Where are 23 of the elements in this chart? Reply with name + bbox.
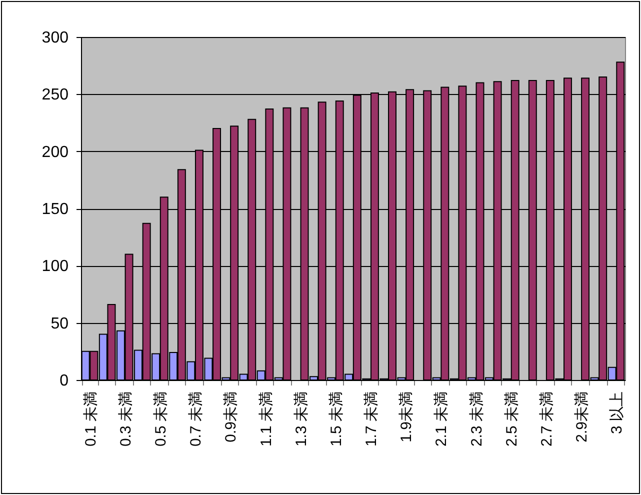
x-tick-label: 0.5 未満 <box>152 392 170 447</box>
x-tick-label: 3 以上 <box>608 392 626 434</box>
y-tick-label: 300 <box>42 30 69 46</box>
x-tick-label: 1.5 未満 <box>328 392 345 447</box>
x-tick-label: 0.3 未満 <box>117 392 134 447</box>
x-tick-label: 1.7 未満 <box>363 392 380 447</box>
x-tick-label: 1.1 未満 <box>258 392 275 447</box>
y-tick-label: 200 <box>42 144 69 161</box>
x-tick-label: 1.9未満 <box>398 392 416 442</box>
x-tick-label: 0.7 未満 <box>188 392 205 447</box>
x-tick-label: 1.3 未満 <box>292 392 310 447</box>
x-tick-label: 0.9未満 <box>222 392 240 442</box>
x-tick-label: 0.1 未満 <box>82 392 100 447</box>
x-tick-label: 2.7 未満 <box>538 392 556 447</box>
y-tick-label: 250 <box>42 86 69 104</box>
x-tick-label: 2.3 未満 <box>468 392 486 447</box>
y-tick-label: 150 <box>42 201 69 218</box>
x-tick-label: 2.1 未満 <box>433 392 450 447</box>
y-tick-label: 0 <box>60 372 69 390</box>
x-tick-label: 2.9未満 <box>574 392 591 442</box>
x-tick-label: 2.5 未満 <box>503 392 520 447</box>
y-tick-label: 100 <box>42 258 69 276</box>
y-tick-label: 50 <box>50 315 69 332</box>
